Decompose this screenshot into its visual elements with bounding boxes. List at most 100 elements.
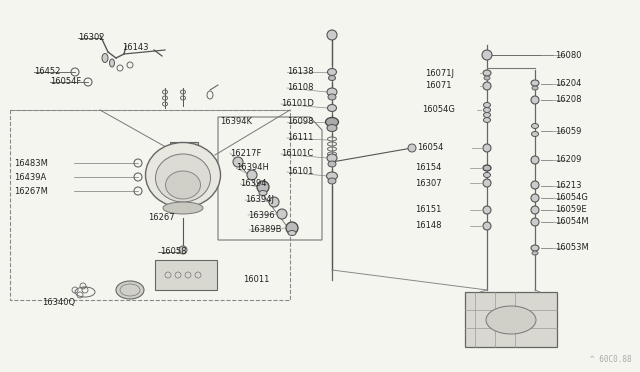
Text: 16483M: 16483M [14, 158, 48, 167]
Circle shape [531, 194, 539, 202]
Circle shape [531, 181, 539, 189]
Text: 16101: 16101 [287, 167, 314, 176]
Text: 16054: 16054 [417, 144, 444, 153]
Ellipse shape [483, 165, 491, 171]
Ellipse shape [156, 154, 211, 202]
Circle shape [327, 30, 337, 40]
Text: 16439A: 16439A [14, 173, 46, 182]
Text: 16209: 16209 [555, 155, 581, 164]
Ellipse shape [483, 173, 490, 177]
Circle shape [257, 181, 269, 193]
Text: 16098: 16098 [287, 118, 314, 126]
Text: 16058: 16058 [160, 247, 186, 257]
Ellipse shape [328, 68, 337, 76]
Text: 16394H: 16394H [236, 164, 269, 173]
Text: 16059: 16059 [555, 126, 581, 135]
Text: 16143: 16143 [122, 42, 148, 51]
Text: 16080: 16080 [555, 51, 582, 60]
Ellipse shape [327, 154, 337, 162]
Ellipse shape [484, 76, 490, 80]
Ellipse shape [328, 94, 336, 100]
Text: 16071J: 16071J [425, 68, 454, 77]
Circle shape [531, 96, 539, 104]
Ellipse shape [328, 105, 337, 112]
Text: 16394K: 16394K [220, 118, 252, 126]
Circle shape [483, 222, 491, 230]
Text: ^ 60C0.88: ^ 60C0.88 [590, 355, 632, 364]
Text: 16071: 16071 [425, 81, 451, 90]
Circle shape [179, 246, 187, 254]
Circle shape [531, 206, 539, 214]
Circle shape [483, 179, 491, 187]
Ellipse shape [531, 124, 538, 128]
Ellipse shape [259, 190, 267, 196]
Text: 16396: 16396 [248, 211, 275, 219]
Text: 16267M: 16267M [14, 186, 48, 196]
Text: 16394: 16394 [240, 180, 266, 189]
Circle shape [286, 222, 298, 234]
Ellipse shape [102, 54, 108, 62]
Circle shape [408, 144, 416, 152]
Text: 16208: 16208 [555, 96, 582, 105]
Text: 16154: 16154 [415, 164, 442, 173]
Bar [170, 142, 198, 164]
Ellipse shape [483, 112, 490, 118]
Ellipse shape [483, 103, 490, 108]
Text: 16267: 16267 [148, 214, 175, 222]
Ellipse shape [483, 108, 490, 112]
Ellipse shape [531, 80, 539, 86]
Text: 16452: 16452 [34, 67, 60, 77]
Text: 16054F: 16054F [50, 77, 81, 87]
Ellipse shape [483, 118, 490, 122]
Circle shape [531, 218, 539, 226]
Ellipse shape [166, 171, 200, 199]
Circle shape [233, 157, 243, 167]
Ellipse shape [326, 172, 337, 180]
Ellipse shape [328, 76, 335, 80]
Ellipse shape [531, 131, 538, 137]
Ellipse shape [328, 161, 336, 167]
Ellipse shape [483, 70, 491, 76]
Ellipse shape [531, 245, 539, 251]
Ellipse shape [288, 231, 296, 235]
Ellipse shape [327, 125, 337, 131]
Ellipse shape [116, 281, 144, 299]
Circle shape [483, 144, 491, 152]
Circle shape [483, 82, 491, 90]
Ellipse shape [326, 118, 339, 126]
Text: 16394J: 16394J [245, 196, 274, 205]
Text: 16148: 16148 [415, 221, 442, 231]
Text: 16217F: 16217F [230, 148, 261, 157]
Circle shape [531, 156, 539, 164]
Text: 16101C: 16101C [281, 150, 313, 158]
Text: 16011: 16011 [243, 276, 269, 285]
Text: 16059E: 16059E [555, 205, 587, 215]
Text: 16307: 16307 [415, 179, 442, 187]
Ellipse shape [486, 306, 536, 334]
Text: 16108: 16108 [287, 83, 314, 93]
Circle shape [483, 206, 491, 214]
Text: 16204: 16204 [555, 80, 581, 89]
Ellipse shape [328, 178, 336, 184]
Ellipse shape [109, 59, 115, 67]
Bar [155, 260, 217, 290]
Ellipse shape [163, 202, 203, 214]
Text: 16340Q: 16340Q [42, 298, 75, 307]
Circle shape [482, 50, 492, 60]
Text: 16151: 16151 [415, 205, 442, 215]
Circle shape [247, 170, 257, 180]
Text: 16111: 16111 [287, 134, 314, 142]
Text: 16054M: 16054M [555, 218, 589, 227]
Circle shape [269, 197, 279, 207]
Ellipse shape [145, 142, 221, 208]
Text: 16101D: 16101D [281, 99, 314, 109]
Ellipse shape [532, 251, 538, 255]
Ellipse shape [532, 86, 538, 90]
Text: 16213: 16213 [555, 182, 582, 190]
Text: 16138: 16138 [287, 67, 314, 77]
Text: 16053M: 16053M [555, 244, 589, 253]
Ellipse shape [327, 88, 337, 96]
Text: 16054G: 16054G [422, 106, 455, 115]
Text: 16389B: 16389B [249, 225, 282, 234]
Bar [465, 292, 557, 347]
